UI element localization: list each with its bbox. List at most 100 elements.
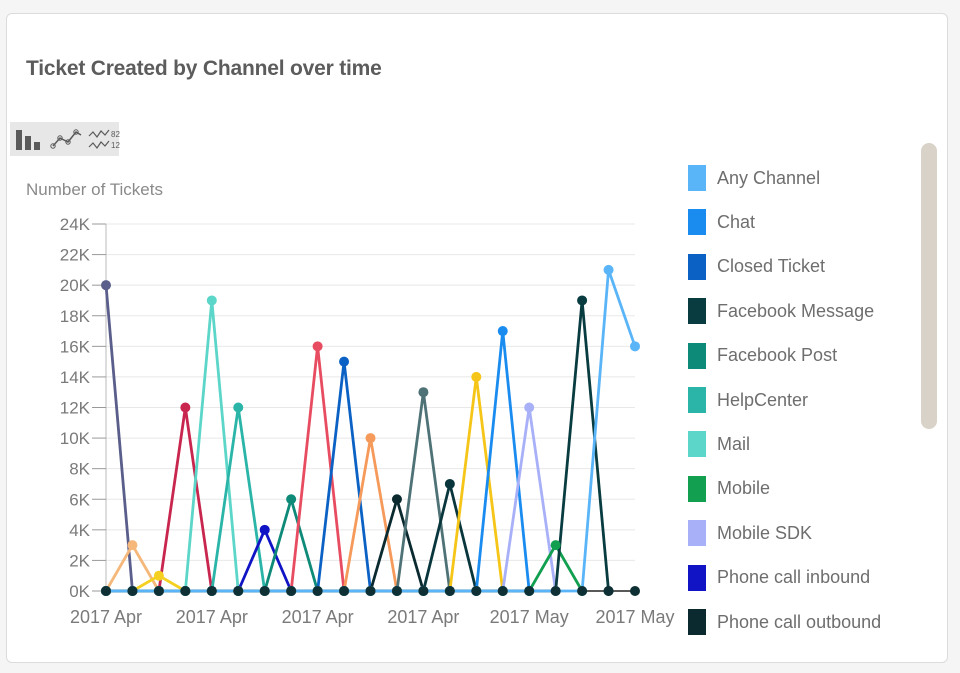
x-tick-label: 2017 May [595,607,674,627]
chart-title: Ticket Created by Channel over time [26,57,382,80]
data-point[interactable] [418,387,429,398]
line-chart-icon[interactable] [50,124,84,154]
legend-item[interactable]: Facebook Post [688,342,837,370]
y-axis-label: Number of Tickets [26,180,163,199]
x-tick-label: 2017 May [490,607,569,627]
data-point[interactable] [577,295,588,306]
legend-item[interactable]: Mobile [688,475,770,503]
legend-swatch [688,520,706,547]
legend-item[interactable]: Any Channel [688,164,820,192]
bar-chart-icon[interactable] [14,124,46,154]
legend-label: Mobile [717,478,771,499]
series-line [106,574,187,593]
x-tick-label: 2017 Apr [387,607,459,627]
baseline-point [233,586,244,596]
data-point[interactable] [101,280,111,291]
baseline-point [391,586,402,596]
legend-item[interactable]: Mobile SDK [688,519,812,547]
y-tick-label: 24K [60,215,91,234]
y-tick-label: 8K [69,460,90,479]
series-line [106,299,610,593]
data-point[interactable] [365,433,376,444]
series-line [106,375,505,593]
y-tick-label: 14K [60,368,91,387]
legend-label: Mobile SDK [717,522,813,543]
baseline-point [550,586,561,596]
legend-scrollbar[interactable] [921,143,937,429]
y-tick-label: 12K [60,399,91,418]
data-point[interactable] [312,341,323,352]
legend-swatch [688,253,706,280]
y-tick-label: 22K [60,246,91,265]
data-point[interactable] [233,402,244,413]
y-tick-label: 6K [69,490,90,509]
baseline-point [524,586,535,596]
data-point[interactable] [180,402,191,413]
chart-type-toolbar: 82 12 [10,122,122,156]
baseline-point [630,586,640,596]
x-tick-label: 2017 Apr [70,607,142,627]
x-tick-label: 2017 Apr [176,607,248,627]
baseline-point [497,586,508,596]
legend-label: Closed Ticket [717,256,826,277]
baseline-point [603,586,614,596]
legend-swatch [688,609,706,635]
sparkline-icon-top-text: 82 [111,130,120,139]
data-point[interactable] [471,371,482,382]
legend-item[interactable]: HelpCenter [688,386,808,414]
legend-label: Facebook Post [717,345,838,366]
legend-item[interactable]: Phone call outbound [688,608,881,636]
baseline-point [418,586,429,596]
data-point[interactable] [153,570,164,581]
chart-legend: Any Channel Chat Closed Ticket Facebook Mes… [688,150,918,648]
data-point[interactable] [286,494,297,505]
legend-swatch [688,165,706,191]
y-tick-label: 20K [60,276,91,295]
legend-label: HelpCenter [717,389,809,410]
baseline-point [577,586,588,596]
y-tick-label: 18K [60,307,91,326]
series-line [106,436,399,593]
legend-swatch [688,564,706,591]
y-tick-label: 4K [69,521,90,540]
baseline-point [286,586,297,596]
baseline-point [180,586,191,596]
baseline-point [259,586,270,596]
data-point[interactable] [339,356,350,367]
legend-label: Facebook Message [717,300,875,321]
x-tick-label: 2017 Apr [282,607,354,627]
legend-swatch [688,387,706,413]
baseline-point [312,586,323,596]
line-chart: Number of Tickets 0K 2K 4K 6K 8K 10K 12K 14K 16K… [26,180,675,627]
data-point[interactable] [550,540,561,551]
data-point[interactable] [206,295,217,306]
baseline-point [153,586,164,596]
legend-item[interactable]: Mail [688,430,750,458]
legend-item[interactable]: Chat [688,208,755,236]
legend-label: Mail [717,433,751,454]
data-point[interactable] [127,540,138,551]
series-line [104,285,134,592]
baseline-point [471,586,482,596]
y-tick-label: 16K [60,337,91,356]
legend-item[interactable]: Closed Ticket [688,253,825,281]
legend-swatch [688,298,706,325]
baseline-point [101,586,111,596]
y-tick-label: 10K [60,429,91,448]
data-point[interactable] [630,341,640,352]
data-point[interactable] [444,478,455,489]
data-point[interactable] [391,494,402,505]
sparkline-icon[interactable]: 82 12 [88,124,122,154]
legend-label: Any Channel [717,167,821,188]
data-point[interactable] [259,524,270,535]
legend-item[interactable]: Phone call inbound [688,564,870,592]
baseline-point [206,586,217,596]
legend-swatch [688,431,706,458]
legend-label: Chat [717,211,756,232]
data-point[interactable] [497,326,508,337]
legend-item[interactable]: Facebook Message [688,297,874,325]
data-point[interactable] [603,264,614,275]
data-point[interactable] [524,402,535,413]
legend-label: Phone call outbound [717,611,882,632]
y-tick-label: 2K [69,551,90,570]
